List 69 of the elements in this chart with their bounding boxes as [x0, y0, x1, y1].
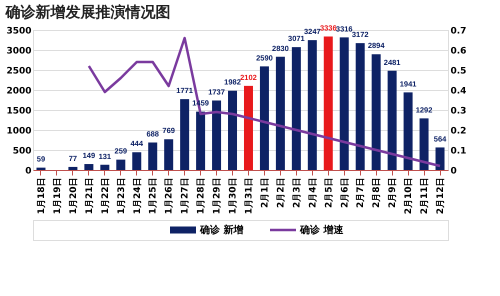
- x-tick-label: 2月3日: [291, 178, 302, 208]
- x-tick-label: 2月2日: [275, 178, 286, 208]
- y-tick-label: 2500: [6, 66, 32, 76]
- bar: [68, 166, 78, 170]
- bar: [196, 112, 206, 170]
- bar: [180, 99, 190, 170]
- x-tick-label: 2月12日: [435, 178, 446, 214]
- bar: [132, 152, 142, 170]
- x-tick-label: 1月29日: [212, 178, 223, 214]
- bar: [212, 100, 222, 170]
- x-tick-label: 1月19日: [52, 178, 63, 214]
- x-tick-label: 1月31日: [243, 178, 254, 214]
- bar: [372, 54, 381, 170]
- y2-tick-label: 0.7: [450, 26, 466, 36]
- x-tick-label: 1月24日: [132, 178, 143, 214]
- y-tick-label: 500: [12, 146, 32, 156]
- x-tick-label: 1月21日: [84, 178, 95, 214]
- y-tick-label: 1500: [6, 106, 32, 116]
- x-tick-label: 1月23日: [116, 178, 127, 214]
- bar: [356, 43, 365, 170]
- bar: [276, 56, 285, 170]
- y-tick-label: 0: [25, 166, 32, 176]
- x-tick-label: 1月18日: [36, 178, 47, 214]
- bar: [340, 37, 349, 170]
- bar: [100, 164, 110, 170]
- x-tick-label: 1月22日: [100, 178, 111, 214]
- bar: [436, 147, 445, 170]
- bar: [420, 118, 429, 170]
- legend-label: 确诊 增速: [299, 224, 344, 236]
- x-tick-label: 2月6日: [339, 178, 350, 208]
- bar: [292, 47, 301, 170]
- x-tick-label: 2月4日: [307, 178, 318, 208]
- y2-tick-label: 0.2: [450, 126, 466, 136]
- y-tick-label: 3000: [6, 46, 32, 56]
- x-tick-label: 1月28日: [196, 178, 207, 214]
- y-tick-label: 3500: [6, 26, 32, 36]
- y-tick-label: 2000: [6, 86, 32, 96]
- x-tick-label: 2月11日: [419, 178, 430, 214]
- bar: [308, 40, 317, 170]
- x-tick-label: 1月20日: [68, 178, 79, 214]
- x-tick-label: 2月8日: [371, 178, 382, 208]
- x-tick-label: 1月30日: [228, 178, 239, 214]
- bar: [164, 139, 174, 170]
- y2-tick-label: 0: [450, 166, 457, 176]
- legend-label: 确诊 新增: [199, 224, 244, 236]
- bar: [260, 66, 269, 170]
- y2-tick-label: 0.3: [450, 106, 466, 116]
- bar: [228, 90, 238, 170]
- x-tick-label: 1月25日: [148, 178, 159, 214]
- x-tick-label: 1月27日: [180, 178, 191, 214]
- y2-tick-label: 0.4: [450, 86, 466, 96]
- bar: [84, 164, 94, 170]
- y-tick-label: 1000: [6, 126, 32, 136]
- x-tick-label: 2月9日: [387, 178, 398, 208]
- x-tick-label: 2月10日: [403, 178, 414, 214]
- x-tick-label: 2月1日: [259, 178, 270, 208]
- y2-tick-label: 0.5: [450, 66, 466, 76]
- y2-tick-label: 0.6: [450, 46, 466, 56]
- x-tick-label: 2月5日: [323, 178, 334, 208]
- x-tick-label: 2月7日: [355, 178, 366, 208]
- bar: [388, 70, 397, 170]
- bar: [324, 36, 333, 170]
- y2-tick-label: 0.1: [450, 146, 466, 156]
- bar: [148, 142, 158, 170]
- bar: [404, 92, 413, 170]
- bar: [116, 160, 126, 170]
- x-tick-label: 1月26日: [164, 178, 175, 214]
- chart-title: 确诊新增发展推演情况图: [4, 3, 170, 22]
- bar: [244, 86, 253, 170]
